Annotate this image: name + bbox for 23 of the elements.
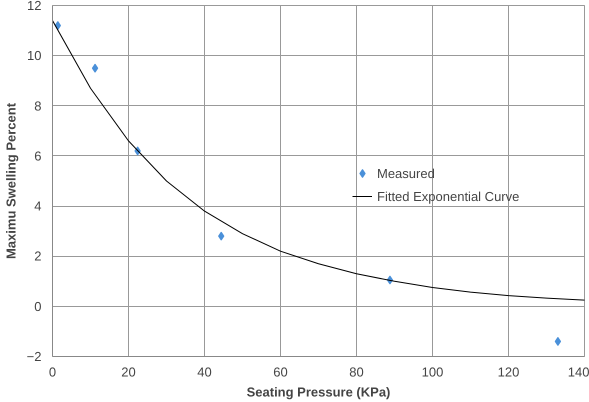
y-tick-label: 4 bbox=[34, 198, 42, 214]
y-tick-label: 6 bbox=[34, 148, 42, 164]
x-tick-label: 0 bbox=[48, 364, 56, 380]
x-tick-label: 60 bbox=[273, 364, 288, 380]
y-tick-label: 12 bbox=[27, 0, 42, 13]
legend-label: Measured bbox=[377, 166, 435, 180]
y-axis-title: Maximu Swelling Percent bbox=[4, 102, 19, 260]
point bbox=[554, 336, 562, 346]
x-tick-label: 100 bbox=[422, 364, 444, 380]
y-tick-label: 0 bbox=[34, 298, 42, 314]
x-tick-label: 20 bbox=[121, 364, 136, 380]
y-tick-label: 8 bbox=[34, 98, 42, 114]
y-tick-label: 10 bbox=[27, 48, 42, 64]
legend-label: Fitted Exponential Curve bbox=[377, 188, 520, 204]
x-tick-label: 80 bbox=[349, 364, 364, 380]
y-tick-label: −2 bbox=[26, 349, 42, 364]
x-tick-label: 40 bbox=[197, 364, 212, 380]
x-axis-title: Seating Pressure (KPa) bbox=[246, 384, 390, 400]
x-tick-label: 140 bbox=[568, 364, 589, 380]
y-tick-label: 2 bbox=[34, 248, 42, 264]
line-series bbox=[52, 20, 584, 301]
point bbox=[92, 64, 98, 73]
x-tick-label: 120 bbox=[498, 364, 520, 380]
